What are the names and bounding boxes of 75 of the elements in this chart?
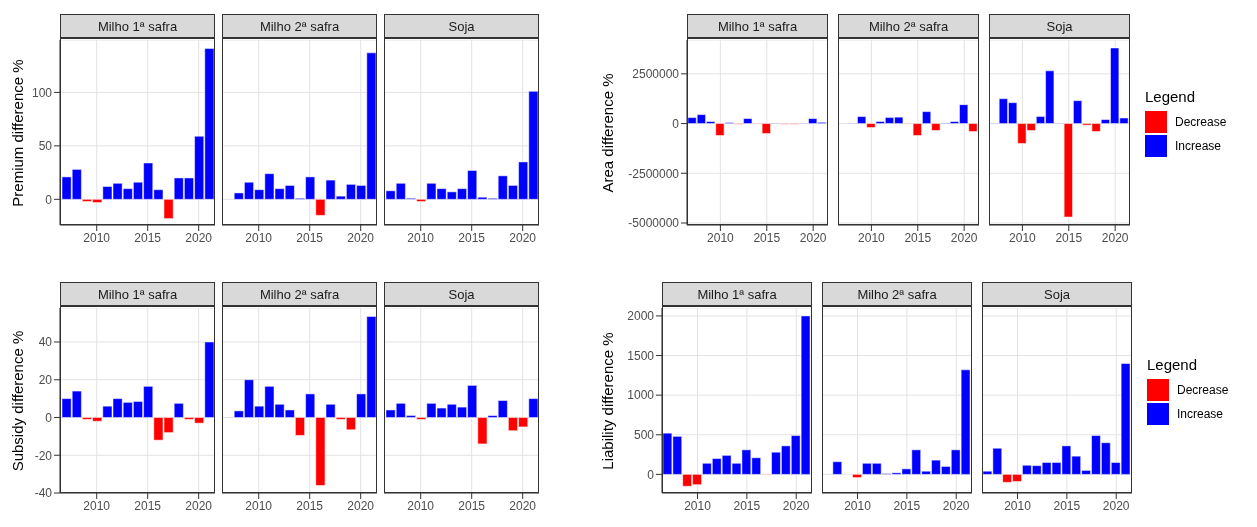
y-tick-label: 50 [38, 139, 53, 154]
x-tick-label: 2015 [458, 230, 486, 245]
y-tick-label: 100 [31, 85, 53, 100]
x-tick-label: 2020 [942, 498, 970, 513]
y-tick-label: 0 [45, 410, 53, 425]
x-tick-label: 2020 [347, 498, 375, 513]
x-tick-label: 2015 [893, 498, 921, 513]
x-tick-label: 2010 [245, 230, 273, 245]
x-tick-label: 2010 [1009, 230, 1037, 245]
chart-title: Soja [384, 14, 539, 38]
legend-title: Legend [1147, 355, 1199, 373]
chart-title: Milho 1ª safra [60, 14, 215, 38]
y-tick-label: 0 [647, 467, 655, 482]
x-tick-label: 2010 [684, 498, 712, 513]
x-tick-label: 2020 [1101, 230, 1129, 245]
x-tick-label: 2015 [753, 230, 781, 245]
x-tick-label: 2015 [296, 230, 324, 245]
chart-title: Milho 1ª safra [60, 282, 215, 306]
x-tick-label: 2020 [782, 498, 810, 513]
x-tick-label: 2010 [83, 498, 111, 513]
legend-label: Increase [1175, 138, 1222, 153]
y-tick-label: 500 [633, 428, 655, 443]
x-tick-label: 2020 [185, 230, 213, 245]
x-tick-label: 2015 [134, 230, 162, 245]
x-tick-label: 2020 [1102, 498, 1130, 513]
chart-title: Milho 1ª safra [687, 14, 828, 38]
chart-title: Milho 2ª safra [822, 282, 972, 306]
x-tick-label: 2015 [296, 498, 324, 513]
x-tick-label: 2010 [858, 230, 886, 245]
x-tick-label: 2010 [707, 230, 735, 245]
legend-title: Legend [1145, 87, 1197, 105]
x-tick-label: 2015 [458, 498, 486, 513]
legend-label: Decrease [1177, 382, 1229, 397]
y-axis-title: Premium difference % [8, 57, 26, 209]
chart-title: Milho 2ª safra [222, 14, 377, 38]
y-tick-label: 2500000 [632, 67, 680, 82]
y-tick-label: -2500000 [628, 166, 680, 181]
chart-title: Milho 1ª safra [662, 282, 812, 306]
x-tick-label: 2015 [134, 498, 162, 513]
x-tick-label: 2010 [407, 230, 435, 245]
y-axis-title: Liability difference % [598, 330, 617, 472]
x-tick-label: 2020 [185, 498, 213, 513]
y-tick-label: -40 [34, 486, 53, 501]
chart-title: Soja [989, 14, 1130, 38]
x-tick-label: 2010 [407, 498, 435, 513]
y-tick-label: 40 [38, 335, 53, 350]
chart-title: Milho 2ª safra [222, 282, 377, 306]
y-tick-label: 1500 [627, 348, 655, 363]
y-tick-label: 0 [45, 192, 53, 207]
y-tick-label: 0 [672, 116, 680, 131]
chart-title: Soja [384, 282, 539, 306]
y-tick-label: -20 [34, 448, 53, 463]
y-tick-label: 2000 [627, 309, 655, 324]
x-tick-label: 2015 [1055, 230, 1083, 245]
y-tick-label: 20 [38, 372, 53, 387]
x-tick-label: 2015 [733, 498, 761, 513]
y-axis-title: Area difference % [598, 72, 616, 195]
y-axis-title: Subsidy difference % [8, 329, 27, 473]
x-tick-label: 2020 [799, 230, 827, 245]
y-tick-label: -5000000 [628, 216, 680, 231]
x-tick-label: 2020 [509, 498, 537, 513]
legend-label: Increase [1177, 406, 1224, 421]
chart-title: Milho 2ª safra [838, 14, 979, 38]
x-tick-label: 2010 [245, 498, 273, 513]
x-tick-label: 2020 [509, 230, 537, 245]
x-tick-label: 2015 [904, 230, 932, 245]
x-tick-label: 2015 [1053, 498, 1081, 513]
x-tick-label: 2020 [950, 230, 978, 245]
x-tick-label: 2010 [83, 230, 111, 245]
x-tick-label: 2010 [1004, 498, 1032, 513]
x-tick-label: 2020 [347, 230, 375, 245]
x-tick-label: 2010 [844, 498, 872, 513]
y-tick-label: 1000 [627, 388, 655, 403]
legend-label: Decrease [1175, 114, 1227, 129]
chart-title: Soja [982, 282, 1132, 306]
